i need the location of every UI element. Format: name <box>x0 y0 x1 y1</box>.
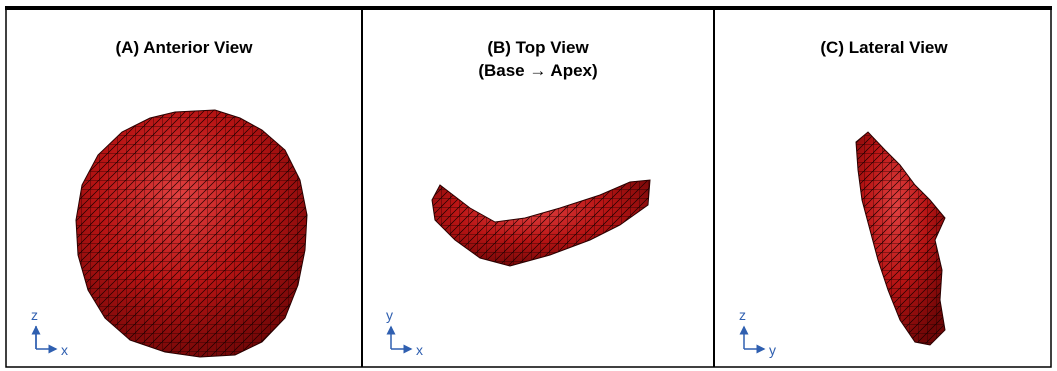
axis-label: y <box>386 307 393 323</box>
panel-subtitle: (Base → Apex) <box>478 61 597 80</box>
axis-icon: y x <box>386 307 423 358</box>
axis-label: x <box>61 342 68 358</box>
panel-title: (B) Top View <box>487 38 589 57</box>
axis-icon: z x <box>31 307 68 358</box>
axis-label: z <box>739 307 746 323</box>
axis-label: z <box>31 307 38 323</box>
axis-label: y <box>769 342 776 358</box>
figure: (A) Anterior View (B) Top View (Base → A… <box>0 0 1057 371</box>
panel-title: (A) Anterior View <box>116 38 254 57</box>
panel-title: (C) Lateral View <box>820 38 948 57</box>
mesh-top <box>432 180 650 266</box>
mesh-anterior <box>76 110 307 357</box>
axis-label: x <box>416 342 423 358</box>
mesh-lateral <box>856 132 945 345</box>
axis-icon: z y <box>739 307 776 358</box>
